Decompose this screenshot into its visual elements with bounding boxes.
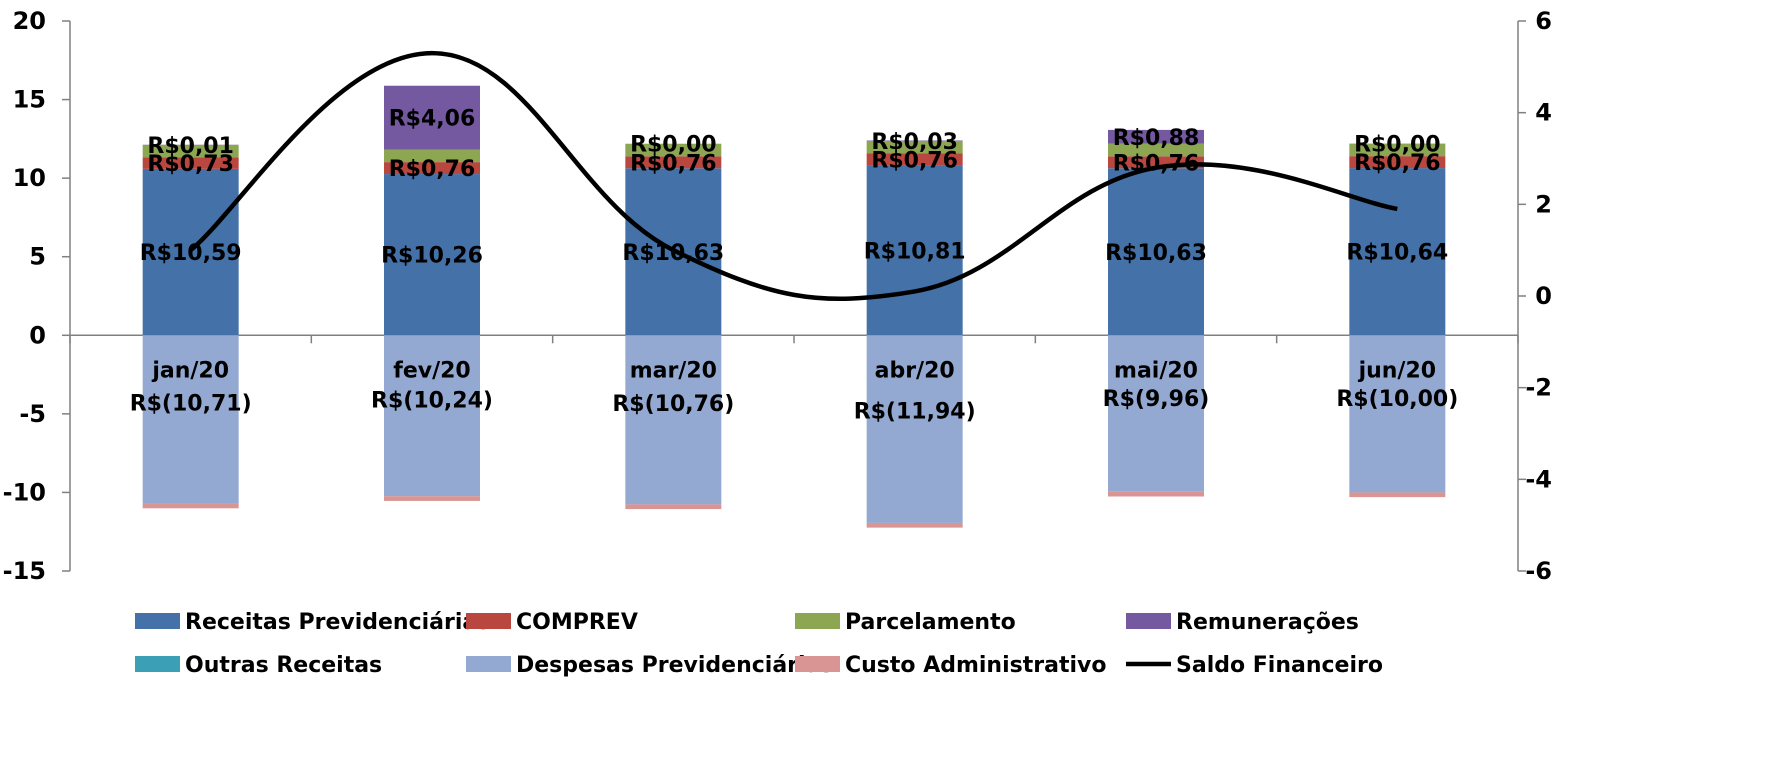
bar-segment — [625, 156, 722, 169]
bar-segment — [142, 503, 239, 509]
bar-segment — [142, 157, 239, 169]
left-tick-label: 0 — [29, 321, 46, 349]
bar-segment — [625, 143, 722, 157]
bar-segment — [1108, 156, 1204, 169]
legend-label: Custo Administrativo — [845, 653, 1106, 678]
bar-segment — [1349, 156, 1446, 169]
left-tick-label: -10 — [3, 478, 46, 506]
legend-swatch — [135, 613, 180, 629]
bar-segment — [625, 335, 722, 505]
data-label: R$(9,96) — [1103, 387, 1210, 412]
category-label: mai/20 — [1114, 358, 1198, 383]
bar-segment — [1349, 492, 1446, 498]
data-label: R$0,00 — [1354, 133, 1441, 158]
data-label: R$10,26 — [381, 244, 483, 269]
legend-label: Outras Receitas — [185, 653, 382, 678]
data-label: R$(10,24) — [371, 389, 493, 414]
bar-segment — [384, 335, 480, 497]
bar-segment — [142, 335, 239, 504]
data-label: R$0,76 — [389, 157, 476, 182]
data-label: R$10,59 — [140, 241, 242, 266]
right-tick-label: 6 — [1535, 7, 1552, 35]
data-label: R$0,76 — [630, 151, 717, 176]
legend-swatch — [466, 656, 511, 672]
bar-segment — [142, 168, 239, 336]
data-label: R$0,03 — [871, 130, 958, 155]
data-label: R$10,63 — [1105, 241, 1207, 266]
bar-segment — [1108, 168, 1204, 336]
bar-segment — [625, 504, 722, 510]
legend-swatch — [795, 613, 840, 629]
bar-segment — [866, 165, 963, 336]
bar-segment — [1108, 143, 1204, 157]
data-label: R$10,81 — [864, 239, 966, 264]
right-tick-label: -4 — [1525, 465, 1552, 493]
data-label: R$(11,94) — [854, 399, 976, 424]
right-tick-label: 0 — [1535, 282, 1552, 310]
bar-segment — [1108, 491, 1204, 497]
legend-label: Parcelamento — [845, 610, 1016, 635]
bar-segment — [1349, 168, 1446, 336]
left-tick-label: -15 — [3, 557, 46, 585]
legend-label: Remunerações — [1176, 610, 1359, 635]
bar-segment — [866, 335, 963, 523]
right-tick-label: -2 — [1525, 374, 1552, 402]
data-label: R$(10,00) — [1336, 387, 1458, 412]
bar-segment — [384, 149, 480, 163]
legend-label: COMPREV — [516, 610, 638, 635]
legend-swatch — [466, 613, 511, 629]
legend-swatch — [1126, 613, 1171, 629]
data-label: R$(10,71) — [130, 392, 252, 417]
legend-label: Saldo Financeiro — [1176, 653, 1383, 678]
data-label: R$4,06 — [389, 107, 476, 132]
data-label: R$0,73 — [147, 152, 234, 177]
left-tick-label: -5 — [19, 400, 46, 428]
right-tick-label: -6 — [1525, 557, 1552, 585]
bar-segment — [384, 174, 480, 336]
left-tick-label: 15 — [13, 86, 46, 114]
category-label: jan/20 — [151, 358, 229, 383]
right-tick-label: 2 — [1535, 190, 1552, 218]
bar-segment — [1349, 143, 1446, 157]
saldo-financeiro-line — [189, 50, 1398, 302]
legend-swatch — [135, 656, 180, 672]
category-label: abr/20 — [875, 358, 955, 383]
left-tick-label: 20 — [13, 7, 46, 35]
left-tick-label: 10 — [13, 164, 46, 192]
legend-swatch — [795, 656, 840, 672]
left-tick-label: 5 — [29, 243, 46, 271]
data-label: R$0,01 — [147, 134, 234, 159]
bar-segment — [866, 522, 963, 528]
data-label: R$0,88 — [1113, 126, 1200, 151]
data-label: R$0,00 — [630, 133, 717, 158]
category-label: mar/20 — [630, 358, 717, 383]
right-tick-label: 4 — [1535, 99, 1552, 127]
data-label: R$10,64 — [1346, 241, 1448, 266]
data-label: R$0,76 — [871, 148, 958, 173]
bar-segment — [1108, 335, 1204, 492]
data-label: R$(10,76) — [612, 392, 734, 417]
bar-segment — [866, 140, 963, 154]
category-label: jun/20 — [1358, 358, 1437, 383]
data-label: R$10,63 — [622, 241, 724, 266]
category-label: fev/20 — [393, 358, 470, 383]
bar-segment — [142, 144, 239, 158]
bar-segment — [866, 153, 963, 166]
bar-segment — [384, 162, 480, 175]
data-label: R$0,76 — [1354, 151, 1441, 176]
bar-segment — [384, 85, 480, 150]
legend-label: Receitas Previdenciárias — [185, 610, 490, 635]
bar-segment — [384, 496, 480, 501]
bar-segment — [1108, 129, 1204, 144]
legend-label: Despesas Previdenciárias — [516, 653, 834, 678]
bar-segment — [1349, 335, 1446, 493]
